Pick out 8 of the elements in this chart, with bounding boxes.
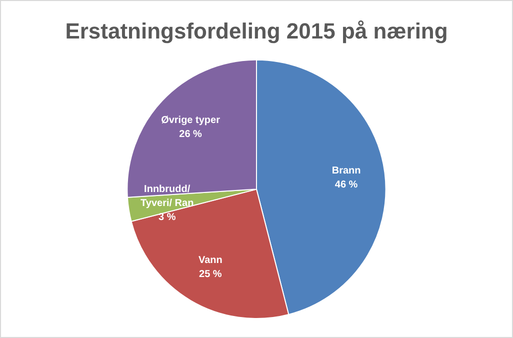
slice-label: Vann xyxy=(198,254,222,266)
data-label: 46 % xyxy=(334,180,358,191)
chart-title: Erstatningsfordeling 2015 på næring xyxy=(65,18,448,44)
slice-label: Brann xyxy=(332,166,361,177)
slice-label: Innbrudd/ Tyveri/ Ran xyxy=(140,184,194,210)
slice-label: Øvrige typer xyxy=(161,114,220,126)
data-label: 25 % xyxy=(199,268,222,280)
data-label: 26 % xyxy=(179,128,202,140)
